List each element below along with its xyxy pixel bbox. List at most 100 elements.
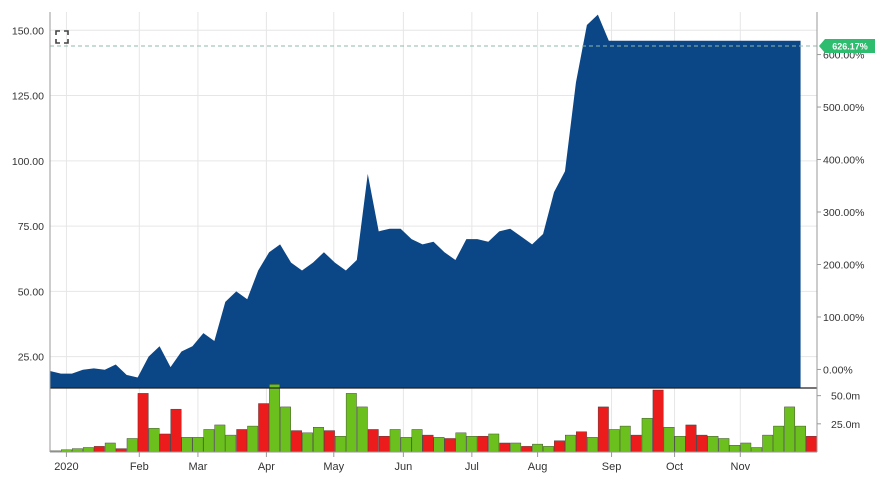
x-axis-tick-label: Jun — [394, 461, 412, 473]
volume-bar — [795, 425, 806, 453]
volume-bar — [696, 434, 708, 453]
volume-bar — [532, 443, 543, 453]
volume-bar — [181, 437, 193, 453]
volume-bar — [137, 393, 149, 453]
volume-bar — [115, 448, 127, 453]
volume-bar — [104, 442, 116, 453]
x-axis-tick-label: Feb — [130, 461, 149, 473]
volume-bar — [269, 384, 281, 453]
right-axis-tick-label: 400.00% — [823, 155, 864, 167]
right-axis-tick-label: 200.00% — [823, 259, 864, 271]
left-axis-ticks: 150.00 125.00 100.00 75.00 50.00 25.00 — [12, 25, 44, 363]
volume-bar — [334, 436, 346, 453]
x-axis-tick-label: Apr — [258, 461, 275, 473]
current-value-badge: 626.17% — [819, 38, 875, 53]
price-area-series — [50, 14, 801, 388]
volume-bar — [302, 432, 313, 453]
volume-bar — [630, 434, 642, 453]
volume-bar — [488, 433, 500, 453]
volume-axis-tick-label: 25.0m — [831, 419, 860, 431]
volume-bar — [740, 442, 752, 453]
volume-bar — [93, 446, 105, 453]
volume-bar — [203, 429, 215, 453]
volume-bar — [214, 424, 226, 453]
volume-bar — [619, 425, 631, 453]
left-axis-tick-label: 75.00 — [18, 221, 44, 233]
volume-bar — [784, 406, 796, 453]
right-axis-tick-label: 300.00% — [823, 207, 864, 219]
volume-bar — [608, 429, 620, 453]
fullscreen-icon[interactable] — [55, 30, 69, 44]
left-axis-tick-label: 50.00 — [18, 286, 44, 298]
x-axis-tick-label: May — [323, 461, 344, 473]
volume-bar — [477, 436, 489, 453]
volume-bar — [576, 431, 587, 453]
volume-bar — [444, 438, 456, 453]
volume-bar — [652, 389, 664, 453]
volume-bar — [411, 429, 423, 453]
volume-bar — [345, 393, 357, 453]
x-axis-tick-label: Jul — [465, 461, 479, 473]
volume-bar — [400, 437, 412, 453]
volume-axis-tick-label: 50.0m — [831, 391, 860, 403]
volume-bar — [192, 437, 204, 453]
volume-bar — [236, 429, 248, 453]
volume-bar — [707, 436, 719, 453]
x-axis-tick-label: Aug — [528, 461, 548, 473]
right-axis-tick-label: 100.00% — [823, 312, 864, 324]
volume-bar — [521, 446, 533, 453]
volume-bar — [291, 430, 302, 453]
volume-bar — [751, 447, 763, 453]
volume-bar — [663, 427, 675, 453]
volume-bar — [729, 445, 741, 453]
volume-bar — [762, 434, 774, 453]
volume-bar — [367, 429, 379, 453]
volume-bar — [126, 438, 138, 453]
volume-bar — [543, 446, 554, 453]
volume-bar — [225, 434, 237, 453]
fullscreen-icon-corners — [55, 30, 69, 44]
volume-bar — [554, 440, 565, 453]
volume-bar — [159, 433, 171, 453]
left-axis-tick-label: 150.00 — [12, 25, 44, 37]
right-axis-tick-label: 500.00% — [823, 102, 864, 114]
volume-bar — [773, 425, 785, 453]
volume-bar — [324, 430, 335, 453]
volume-bar — [718, 438, 730, 453]
volume-bar — [806, 436, 817, 453]
volume-bar — [586, 437, 598, 453]
volume-bar — [565, 434, 576, 453]
volume-bar — [510, 442, 522, 453]
volume-bar — [247, 425, 259, 453]
left-axis-tick-label: 25.00 — [18, 352, 44, 364]
volume-bar — [466, 436, 478, 453]
volume-bar — [71, 448, 83, 453]
volume-bar — [389, 429, 401, 453]
volume-bar — [674, 436, 686, 453]
right-axis-tick-label: 0.00% — [823, 364, 853, 376]
volume-bar — [641, 417, 653, 453]
volume-axis-ticks: 50.0m 25.0m — [817, 391, 860, 431]
x-axis-tick-label: Oct — [666, 461, 683, 473]
x-axis-tick-label: 2020 — [54, 461, 78, 473]
x-axis-ticks: 2020 Feb Mar Apr May Jun Jul Aug Sep Oct Nov — [54, 452, 751, 473]
x-axis-tick-label: Sep — [602, 461, 622, 473]
volume-bar — [313, 427, 324, 453]
volume-bar — [685, 424, 697, 453]
x-axis-tick-label: Nov — [731, 461, 751, 473]
volume-bar — [455, 432, 467, 453]
volume-bar — [148, 428, 160, 453]
volume-bar — [597, 406, 609, 453]
volume-bar — [422, 434, 434, 453]
volume-bar — [82, 447, 94, 453]
volume-bar — [433, 437, 445, 453]
left-axis-tick-label: 100.00 — [12, 156, 44, 168]
volume-bar — [280, 406, 291, 453]
current-value-label: 626.17% — [832, 41, 868, 51]
left-axis-tick-label: 125.00 — [12, 91, 44, 103]
current-value-badge-shape — [819, 38, 875, 53]
volume-bar — [378, 436, 390, 453]
x-axis-tick-label: Mar — [188, 461, 207, 473]
volume-bar — [258, 403, 270, 453]
